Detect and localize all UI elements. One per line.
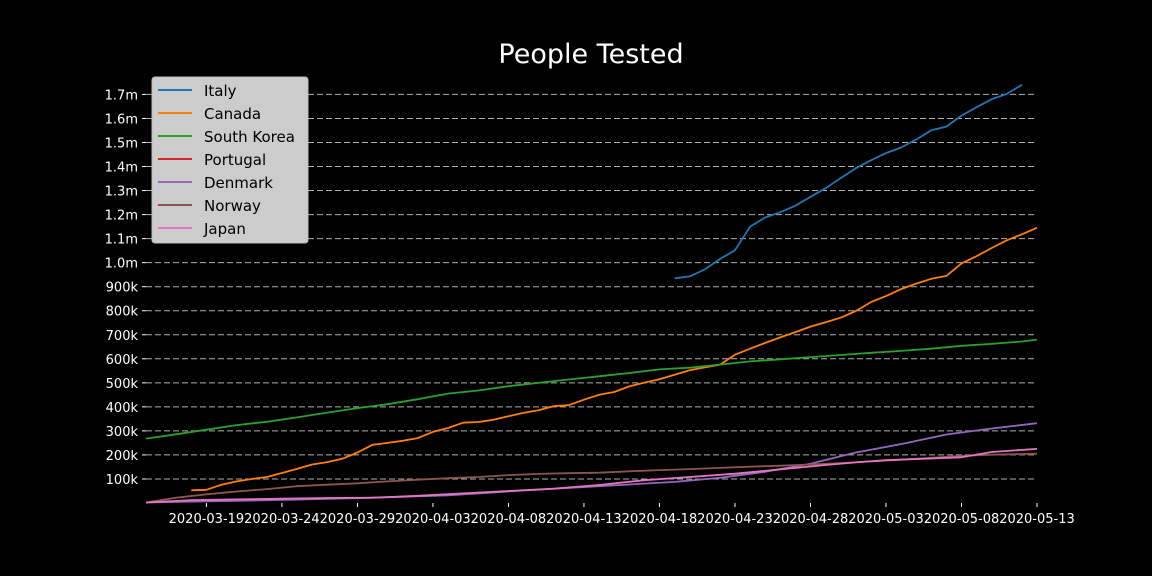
series-line-denmark (145, 422, 1038, 504)
legend-box (151, 76, 309, 244)
y-tick-label: 300k (106, 425, 139, 440)
x-tick-label: 2020-04-08 (471, 512, 547, 527)
legend-label: Norway (204, 197, 261, 215)
x-tick-label: 2020-03-19 (169, 512, 245, 527)
series-line-japan (145, 448, 1038, 504)
series-lines (145, 84, 1038, 504)
legend-label: Denmark (204, 174, 273, 192)
x-tick-label: 2020-05-13 (999, 512, 1075, 527)
y-tick-label: 800k (106, 305, 139, 320)
y-tick-label: 900k (106, 281, 139, 296)
series-line-norway (145, 452, 1038, 504)
y-tick-label: 1.7m (105, 88, 138, 103)
y-tick-label: 700k (106, 329, 139, 344)
y-tick-label: 600k (106, 353, 139, 368)
y-tick-label: 100k (106, 473, 139, 488)
y-tick-label: 1.4m (105, 161, 138, 176)
legend-label: Portugal (204, 151, 266, 169)
x-tick-label: 2020-04-03 (395, 512, 471, 527)
y-tick-label: 1.5m (105, 136, 138, 151)
chart-title: People Tested (498, 39, 683, 70)
x-tick-label: 2020-04-13 (546, 512, 622, 527)
series-line-italy (674, 84, 1023, 280)
y-tick-label: 400k (106, 401, 139, 416)
legend-label: Canada (204, 105, 261, 123)
x-tick-label: 2020-03-29 (320, 512, 396, 527)
legend-label: Japan (203, 220, 246, 238)
legend-label: South Korea (204, 128, 295, 146)
y-tick-label: 1.2m (105, 209, 138, 224)
x-axis-ticks: 2020-03-19 2020-03-24 2020-03-29 2020-04-03… (169, 503, 1075, 527)
x-tick-label: 2020-04-28 (773, 512, 849, 527)
x-tick-label: 2020-04-23 (697, 512, 773, 527)
y-tick-label: 1.1m (105, 233, 138, 248)
x-tick-label: 2020-05-08 (924, 512, 1000, 527)
series-line-south-korea (145, 338, 1038, 440)
y-tick-label: 200k (106, 449, 139, 464)
y-tick-label: 500k (106, 377, 139, 392)
legend-label: Italy (204, 82, 237, 100)
x-tick-label: 2020-04-18 (622, 512, 698, 527)
x-tick-label: 2020-03-24 (244, 512, 320, 527)
x-tick-label: 2020-05-03 (848, 512, 924, 527)
series-line-canada (191, 226, 1038, 492)
y-tick-label: 1.3m (105, 185, 138, 200)
y-tick-label: 1.0m (105, 257, 138, 272)
legend: Italy Canada South Korea Portugal Denmark Nor… (151, 76, 309, 244)
y-tick-label: 1.6m (105, 112, 138, 127)
y-axis-ticks: 100k 200k 300k 400k 500k 600k 700k 800k 900k 1.0m… (105, 88, 146, 488)
